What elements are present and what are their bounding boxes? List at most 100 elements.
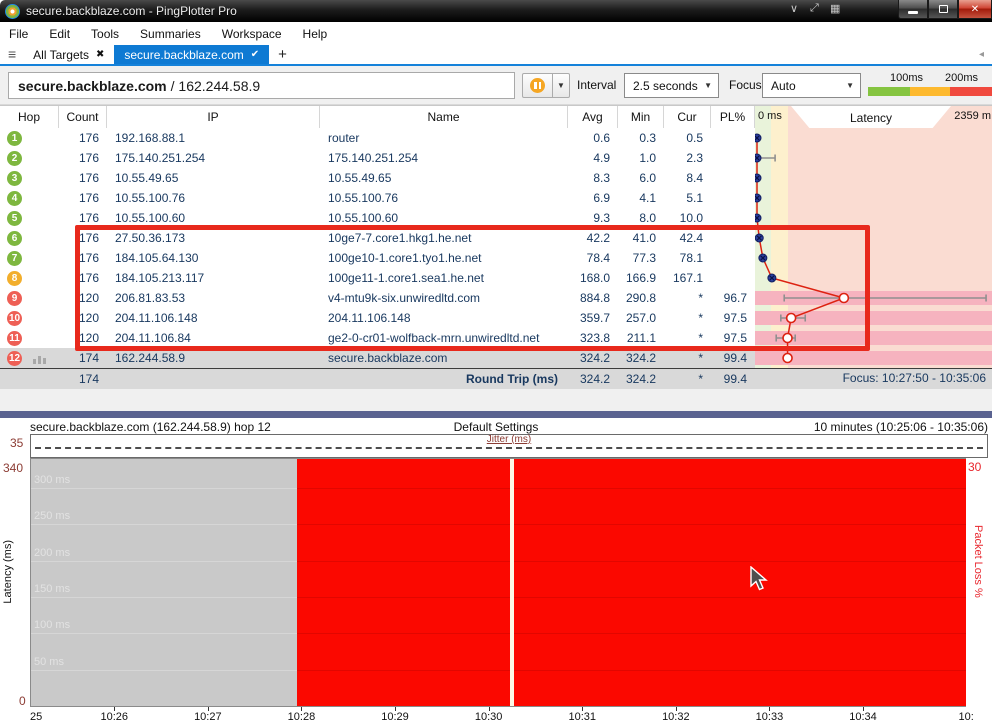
timeline-plot[interactable]: 300 ms 250 ms 200 ms 150 ms 100 ms 50 ms	[30, 458, 966, 707]
chevron-down-icon[interactable]: ∨	[790, 3, 799, 15]
hop-table: 1 176 192.168.88.1 router 0.6 0.3 0.5 2 176 175.1…	[0, 128, 992, 368]
hop-cur: 42.4	[679, 231, 703, 245]
menu-tools[interactable]: Tools	[91, 26, 120, 41]
hop-avg: 359.7	[579, 311, 610, 325]
pane-splitter[interactable]	[0, 411, 992, 418]
menu-edit[interactable]: Edit	[49, 26, 71, 41]
column-header-count[interactable]: Count	[59, 106, 107, 129]
minimize-button[interactable]	[898, 0, 928, 19]
legend-threshold-label: 200ms	[945, 72, 979, 84]
jitter-label[interactable]: Jitter (ms)	[486, 434, 532, 445]
menu-file[interactable]: File	[9, 26, 29, 41]
latency-scale-min: 0 ms	[758, 110, 782, 122]
column-header-hop[interactable]: Hop	[0, 106, 59, 129]
round-trip-label: Round Trip (ms)	[466, 372, 558, 386]
tab-all-targets[interactable]: All Targets ✖	[33, 47, 105, 62]
target-host: secure.backblaze.com	[18, 77, 167, 94]
hop-latency-graph[interactable]	[755, 128, 992, 368]
close-icon[interactable]: ✖	[95, 49, 105, 60]
tab-scroll-left-icon[interactable]: ◂	[978, 49, 984, 60]
hop-row-4[interactable]: 4 176 10.55.100.76 10.55.100.76 6.9 4.1 5.1	[0, 188, 755, 208]
hop-name: v4-mtu9k-six.unwiredltd.com	[328, 291, 481, 305]
column-header-pl[interactable]: PL%	[711, 106, 755, 129]
hop-badge: 10	[7, 310, 22, 326]
hop-name: 100ge10-1.core1.tyo1.he.net	[328, 251, 482, 265]
tab-secure-backblaze-com[interactable]: secure.backblaze.com ✔	[114, 45, 270, 64]
hop-row-3[interactable]: 3 176 10.55.49.65 10.55.49.65 8.3 6.0 8.4	[0, 168, 755, 188]
latency-axis-max: 340	[3, 461, 24, 475]
hop-count: 176	[78, 211, 99, 225]
target-input[interactable]: secure.backblaze.com / 162.244.58.9	[8, 72, 515, 99]
hop-badge: 11	[7, 330, 22, 346]
hop-row-12[interactable]: 12 174 162.244.58.9 secure.backblaze.com 324…	[0, 348, 755, 368]
menu-summaries[interactable]: Summaries	[140, 26, 201, 41]
interval-select[interactable]: 2.5 seconds ▼	[624, 73, 719, 98]
time-tick-label: 10:30	[474, 711, 503, 723]
column-header-name[interactable]: Name	[320, 106, 568, 129]
column-header-ip[interactable]: IP	[107, 106, 320, 129]
maximize-button[interactable]	[928, 0, 958, 19]
time-tick-label: 10:33	[755, 711, 784, 723]
hop-cur: *	[698, 331, 703, 345]
hop-row-9[interactable]: 9 120 206.81.83.53 v4-mtu9k-six.unwiredltd.…	[0, 288, 755, 308]
hop-count: 176	[78, 271, 99, 285]
focus-select[interactable]: Auto ▼	[762, 73, 861, 98]
jitter-graph[interactable]: Jitter (ms)	[30, 434, 988, 458]
hop-name: 10.55.100.60	[328, 211, 399, 225]
hamburger-icon[interactable]: ≡	[8, 46, 17, 62]
hop-row-10[interactable]: 10 120 204.11.106.148 204.11.106.148 359.7 25…	[0, 308, 755, 328]
column-header-min[interactable]: Min	[618, 106, 664, 129]
new-tab-button[interactable]: +	[278, 46, 287, 63]
pause-icon	[530, 78, 545, 93]
hop-name: 175.140.251.254	[328, 151, 419, 165]
hop-cur: *	[698, 311, 703, 325]
hop-row-8[interactable]: 8 176 184.105.213.117 100ge11-1.core1.sea1.…	[0, 268, 755, 288]
close-button[interactable]: ✕	[958, 0, 992, 19]
column-header-cur[interactable]: Cur	[664, 106, 711, 129]
hop-row-7[interactable]: 7 176 184.105.64.130 100ge10-1.core1.tyo1.h…	[0, 248, 755, 268]
hop-count: 176	[78, 191, 99, 205]
hop-min: 41.0	[632, 231, 656, 245]
hop-cur: 5.1	[686, 191, 703, 205]
hop-cur: *	[698, 291, 703, 305]
timeline-range-label[interactable]: 10 minutes (10:25:06 - 10:35:06)	[813, 420, 988, 434]
title-bar[interactable]: secure.backblaze.com - PingPlotter Pro ∨…	[0, 0, 992, 22]
pause-button[interactable]	[522, 73, 553, 98]
check-icon[interactable]: ✔	[250, 49, 260, 60]
hop-count: 120	[78, 311, 99, 325]
hop-avg: 168.0	[579, 271, 610, 285]
hop-name: 10.55.49.65	[328, 171, 392, 185]
hop-badge: 1	[7, 130, 22, 146]
hop-row-11[interactable]: 11 120 204.11.106.84 ge2-0-cr01-wolfback-mr…	[0, 328, 755, 348]
interval-label: Interval	[577, 78, 617, 92]
hop-name: 100ge11-1.core1.sea1.he.net	[328, 271, 484, 285]
hop-row-2[interactable]: 2 176 175.140.251.254 175.140.251.254 4.9 1.0…	[0, 148, 755, 168]
hop-row-5[interactable]: 5 176 10.55.100.60 10.55.100.60 9.3 8.0 10.0	[0, 208, 755, 228]
grid-icon[interactable]: ▦	[830, 3, 841, 15]
hop-min: 257.0	[625, 311, 656, 325]
column-header-avg[interactable]: Avg	[568, 106, 618, 129]
resize-icon[interactable]: ⤢	[810, 2, 819, 14]
timeline-settings-label[interactable]: Default Settings	[453, 420, 539, 434]
pause-dropdown-arrow[interactable]: ▼	[553, 73, 570, 98]
hop-row-6[interactable]: 6 176 27.50.36.173 10ge7-7.core1.hkg1.he.ne…	[0, 228, 755, 248]
hop-pl	[711, 188, 755, 208]
table-header: Hop Count IP Name Avg Min Cur PL% 0 ms Latency …	[0, 105, 992, 129]
focus-start-marker[interactable]	[509, 459, 514, 706]
latency-gridline-label: 150 ms	[34, 583, 71, 596]
hop-avg: 8.3	[593, 171, 610, 185]
hop-row-1[interactable]: 1 176 192.168.88.1 router 0.6 0.3 0.5	[0, 128, 755, 148]
hop-count: 176	[78, 131, 99, 145]
latency-legend: 100ms 200ms	[868, 72, 992, 96]
hop-ip: 184.105.213.117	[115, 271, 205, 285]
menu-workspace[interactable]: Workspace	[221, 26, 282, 41]
menu-help[interactable]: Help	[302, 26, 328, 41]
chart-icon[interactable]	[33, 353, 46, 364]
latency-gridline-label: 50 ms	[34, 655, 64, 668]
hop-avg: 0.6	[593, 131, 610, 145]
latency-axis-title: Latency (ms)	[2, 540, 14, 604]
timeline-no-data-region[interactable]: 300 ms 250 ms 200 ms 150 ms 100 ms 50 ms	[31, 459, 297, 706]
timeline-packet-loss-region[interactable]	[296, 459, 966, 706]
hop-avg: 4.9	[593, 151, 610, 165]
hop-pl: 97.5	[723, 311, 747, 325]
